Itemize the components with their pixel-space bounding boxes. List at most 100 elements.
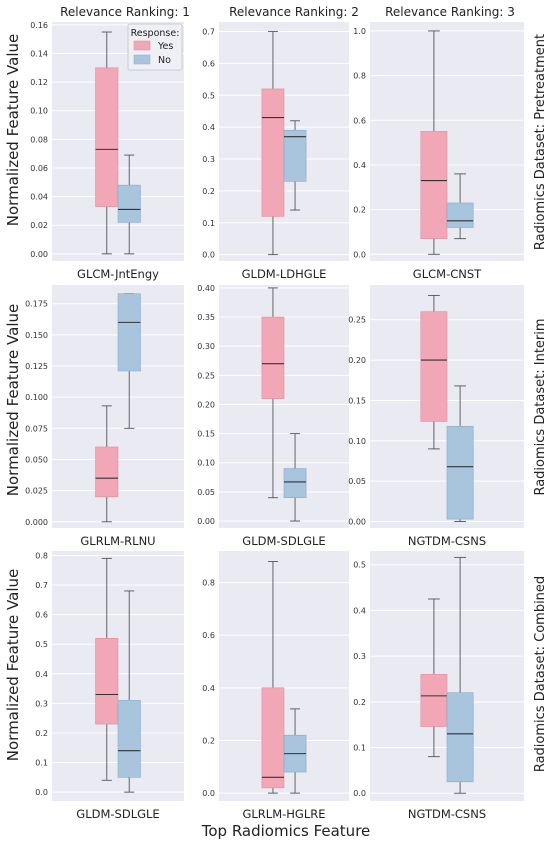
legend-label-no: No (158, 55, 171, 66)
panel-3-1: 0.0 0.1 0.2 0.3 0.4 0.5 0.6 0.7 0.8 GLDM-SDLGLE (35, 551, 184, 821)
legend: Response: Yes No (127, 23, 183, 71)
y-tick-label: 0.175 (25, 300, 48, 309)
y-tick-label: 0.5 (353, 561, 366, 570)
box-no (446, 173, 474, 240)
panels: 0.00 0.02 0.04 0.06 0.08 0.10 0.12 0.14 0.16 GLCM… (25, 21, 524, 821)
y-tick-label: 0.2 (202, 187, 215, 196)
y-tick-label: 1.0 (353, 27, 366, 36)
y-tick-label: 0.4 (202, 684, 215, 693)
y-tick-label: 0.15 (197, 430, 215, 439)
y-axis-label-row-2: Normalized Feature Value (4, 304, 22, 496)
y-tick-label: 0.4 (35, 670, 48, 679)
box-no (283, 708, 307, 794)
y-tick-label: 0.05 (348, 477, 366, 486)
y-tick-label: 0.1 (353, 744, 366, 753)
y-axis-label-row-3: Normalized Feature Value (4, 569, 22, 761)
panel-2-1: 0.000 0.025 0.050 0.075 0.100 0.125 0.150 0.175… (25, 285, 184, 548)
y-tick-label: 0.4 (202, 123, 215, 132)
box-yes (95, 557, 119, 781)
y-tick-label: 0.02 (30, 221, 48, 230)
y-tick-label: 0.0 (202, 251, 215, 260)
y-tick-label: 0.2 (353, 698, 366, 707)
feature-label: GLDM-SDLGLE (76, 807, 159, 821)
y-tick-label: 0.6 (353, 116, 366, 125)
y-tick-label: 0.08 (30, 135, 48, 144)
panel-2-3: 0.00 0.05 0.10 0.15 0.20 0.25 NGTDM-CSNS (348, 285, 524, 548)
box-no (117, 293, 141, 429)
panel-2-2: 0.00 0.05 0.10 0.15 0.20 0.25 0.30 0.35 0.40 GLDM… (197, 284, 349, 548)
box-yes (95, 31, 119, 255)
box-no (117, 154, 141, 255)
box-yes (420, 598, 448, 758)
panel-1-3: 0.0 0.2 0.4 0.6 0.8 1.0 GLCM-CNST (353, 22, 524, 281)
y-tick-label: 0.0 (202, 789, 215, 798)
y-tick-label: 0.1 (202, 219, 215, 228)
box-iqr (117, 184, 141, 223)
y-tick-label: 0.20 (197, 400, 215, 409)
y-tick-label: 0.1 (35, 759, 48, 768)
box-iqr (117, 293, 141, 372)
box-yes (95, 405, 119, 523)
panel-3-3: 0.0 0.1 0.2 0.3 0.4 0.5 NGTDM-CSNS (353, 551, 524, 821)
box-no (283, 120, 307, 211)
y-tick-label: 0.075 (25, 424, 48, 433)
box-no (283, 433, 307, 522)
box-iqr (283, 130, 307, 182)
row-title-1: Radiomics Dataset: Pretreatment (533, 34, 548, 250)
feature-label: GLDM-LDHGLE (242, 267, 327, 281)
y-tick-label: 0.16 (30, 21, 48, 30)
y-tick-label: 0.4 (353, 161, 366, 170)
y-tick-label: 0.2 (35, 729, 48, 738)
box-yes (261, 31, 285, 256)
y-tick-label: 0.04 (30, 193, 48, 202)
legend-swatch-yes (133, 40, 151, 51)
box-iqr (420, 311, 448, 422)
box-no (446, 385, 474, 522)
box-no (446, 556, 474, 794)
y-tick-label: 0.2 (353, 206, 366, 215)
feature-label: NGTDM-CSNS (408, 807, 486, 821)
box-iqr (261, 687, 285, 789)
y-tick-label: 0.3 (353, 652, 366, 661)
column-title-1: Relevance Ranking: 1 (60, 5, 190, 19)
y-tick-label: 0.6 (202, 59, 215, 68)
box-yes (420, 295, 448, 450)
feature-label: GLCM-CNST (413, 267, 482, 281)
y-tick-label: 0.20 (348, 356, 366, 365)
y-tick-label: 0.050 (25, 455, 48, 464)
y-tick-label: 0.00 (197, 517, 215, 526)
y-tick-label: 0.14 (30, 49, 48, 58)
y-axis-label-row-1: Normalized Feature Value (4, 34, 22, 226)
feature-label: GLRLM-HGLRE (242, 807, 325, 821)
y-tick-label: 0.5 (35, 640, 48, 649)
box-iqr (446, 692, 474, 783)
y-tick-label: 0.10 (348, 437, 366, 446)
column-title-2: Relevance Ranking: 2 (229, 5, 359, 19)
box-iqr (283, 468, 307, 498)
row-title-3: Radiomics Dataset: Combined (533, 576, 548, 772)
feature-label: GLRLM-RLNU (80, 534, 155, 548)
box-iqr (446, 202, 474, 228)
y-tick-label: 0.025 (25, 487, 48, 496)
y-tick-label: 0.3 (202, 155, 215, 164)
y-tick-label: 0.3 (35, 699, 48, 708)
panel-1-2: 0.0 0.1 0.2 0.3 0.4 0.5 0.6 0.7 GLDM-LDHGLE (202, 22, 349, 281)
box-iqr (261, 88, 285, 217)
y-tick-label: 0.125 (25, 362, 48, 371)
box-iqr (446, 425, 474, 520)
y-tick-label: 0.8 (353, 72, 366, 81)
y-tick-label: 0.8 (35, 551, 48, 560)
y-tick-label: 0.12 (30, 78, 48, 87)
y-tick-label: 0.100 (25, 393, 48, 402)
y-tick-label: 0.6 (202, 631, 215, 640)
y-tick-label: 0.05 (197, 488, 215, 497)
feature-label: GLCM-JntEngy (77, 267, 159, 281)
box-iqr (95, 637, 119, 725)
y-tick-label: 0.0 (35, 788, 48, 797)
legend-label-yes: Yes (157, 41, 173, 52)
y-tick-label: 0.00 (30, 250, 48, 259)
box-no (117, 590, 141, 793)
y-tick-label: 0.25 (197, 371, 215, 380)
y-tick-label: 0.0 (353, 789, 366, 798)
